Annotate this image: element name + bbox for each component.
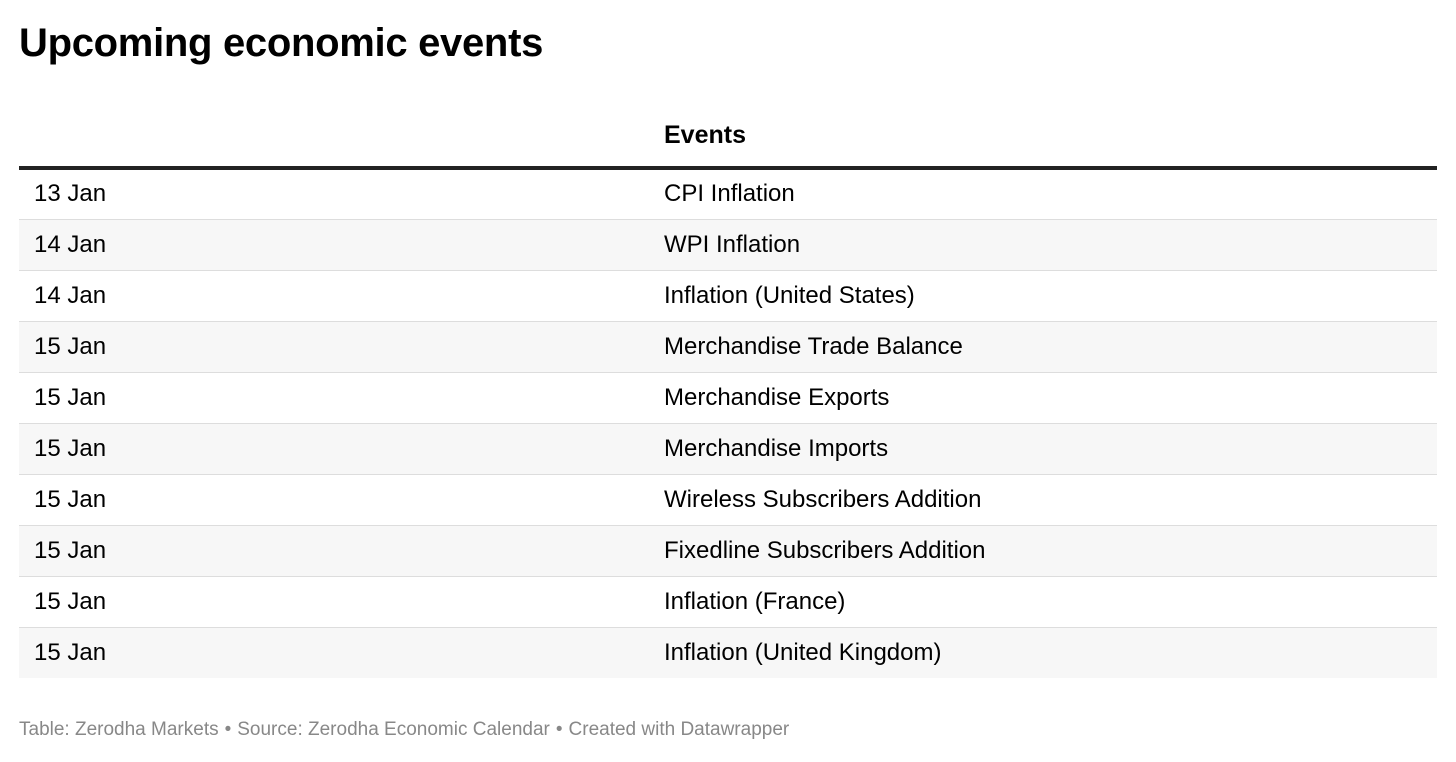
event-date-cell: 15 Jan (19, 627, 649, 678)
event-name-cell: Fixedline Subscribers Addition (649, 525, 1437, 577)
event-name-cell: WPI Inflation (649, 219, 1437, 271)
table-row: 14 Jan WPI Inflation (19, 219, 1437, 271)
event-date-cell: 15 Jan (19, 474, 649, 526)
table-row: 15 Jan Merchandise Imports (19, 423, 1437, 475)
table-row: 15 Jan Inflation (United Kingdom) (19, 627, 1437, 678)
event-date-cell: 15 Jan (19, 525, 649, 577)
event-date-cell: 15 Jan (19, 321, 649, 373)
chart-title: Upcoming economic events (19, 21, 544, 65)
event-date-cell: 13 Jan (19, 168, 649, 220)
event-name-cell: Merchandise Trade Balance (649, 321, 1437, 373)
footer-separator: • (224, 719, 232, 740)
event-date-cell: 15 Jan (19, 372, 649, 424)
event-date-cell: 14 Jan (19, 270, 649, 322)
table-body: 13 Jan CPI Inflation 14 Jan WPI Inflation 14… (19, 168, 1437, 678)
footer-created-with: Created with Datawrapper (568, 719, 790, 740)
event-name-cell: Inflation (United States) (649, 270, 1437, 322)
table-row: 15 Jan Fixedline Subscribers Addition (19, 525, 1437, 577)
event-date-cell: 15 Jan (19, 423, 649, 475)
event-date-cell: 15 Jan (19, 576, 649, 628)
footer-source: Source: Zerodha Economic Calendar (237, 719, 550, 740)
column-header-date (19, 106, 649, 170)
events-table-container: Events 13 Jan CPI Inflation 14 Jan WPI Infl… (19, 106, 1437, 678)
event-name-cell: CPI Inflation (649, 168, 1437, 220)
event-date-cell: 14 Jan (19, 219, 649, 271)
events-table: Events 13 Jan CPI Inflation 14 Jan WPI Infl… (19, 106, 1437, 678)
footer-table-credit: Table: Zerodha Markets (19, 719, 219, 740)
table-header-row: Events (19, 106, 1437, 170)
footer-separator: • (555, 719, 563, 740)
event-name-cell: Inflation (United Kingdom) (649, 627, 1437, 678)
table-row: 15 Jan Merchandise Trade Balance (19, 321, 1437, 373)
table-row: 15 Jan Wireless Subscribers Addition (19, 474, 1437, 526)
event-name-cell: Wireless Subscribers Addition (649, 474, 1437, 526)
event-name-cell: Merchandise Imports (649, 423, 1437, 475)
table-row: 15 Jan Inflation (France) (19, 576, 1437, 628)
event-name-cell: Merchandise Exports (649, 372, 1437, 424)
chart-footer: Table: Zerodha Markets • Source: Zerodha E… (19, 717, 789, 743)
table-row: 14 Jan Inflation (United States) (19, 270, 1437, 322)
event-name-cell: Inflation (France) (649, 576, 1437, 628)
table-row: 15 Jan Merchandise Exports (19, 372, 1437, 424)
column-header-events: Events (649, 106, 1437, 170)
table-row: 13 Jan CPI Inflation (19, 168, 1437, 220)
